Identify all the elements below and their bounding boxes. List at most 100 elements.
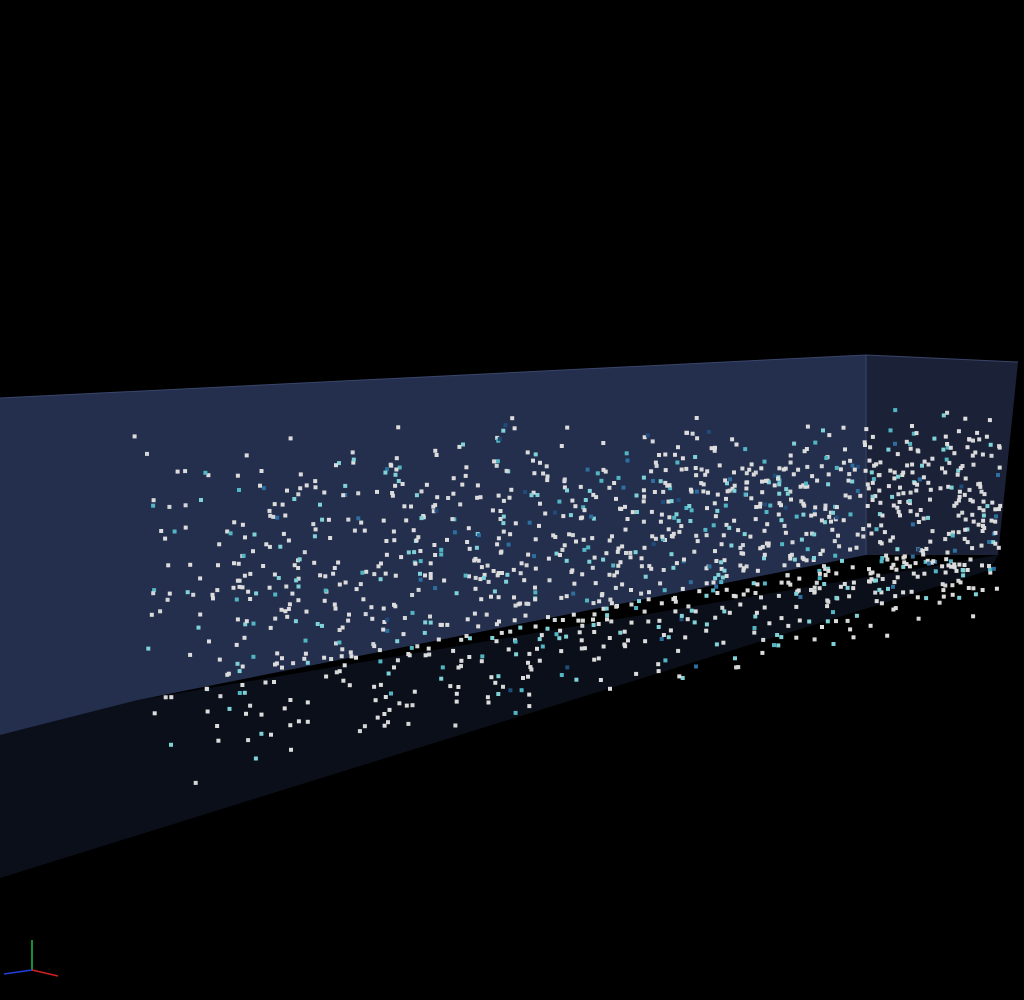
particle [804, 531, 809, 536]
particle [385, 467, 389, 472]
particle [711, 580, 716, 585]
particle [397, 465, 402, 470]
particle [713, 576, 718, 581]
particle [346, 618, 351, 623]
particle [601, 557, 606, 562]
particle [359, 520, 364, 525]
particle [736, 665, 741, 670]
particle [591, 617, 595, 622]
particle [384, 552, 389, 557]
particle [788, 554, 793, 558]
particle [259, 731, 264, 736]
particle [739, 551, 744, 556]
particle [570, 498, 575, 503]
particle [717, 463, 722, 468]
particle [802, 503, 807, 508]
particle [788, 453, 793, 458]
particle [254, 591, 259, 596]
particle [198, 576, 203, 581]
particle [320, 623, 324, 628]
particle [604, 551, 609, 556]
particle [167, 504, 172, 509]
particle [303, 651, 308, 656]
particle [989, 453, 994, 458]
particle [537, 523, 541, 528]
particle [318, 573, 323, 578]
particle [625, 458, 630, 463]
particle [521, 676, 525, 680]
particle [473, 575, 478, 580]
particle [879, 601, 884, 606]
particle [945, 445, 950, 450]
particle [711, 523, 716, 528]
particle [667, 483, 672, 488]
particle [533, 566, 538, 571]
particle [788, 489, 793, 494]
particle [656, 625, 661, 629]
particle [716, 572, 721, 577]
particle [896, 492, 901, 497]
particle [393, 483, 398, 488]
particle [706, 490, 710, 495]
particle [987, 540, 992, 544]
particle [783, 505, 788, 510]
particle [658, 479, 663, 484]
particle [402, 504, 407, 509]
particle [766, 480, 771, 485]
particle [414, 493, 419, 498]
particle [259, 712, 264, 717]
particle [410, 593, 415, 597]
particle [952, 565, 957, 570]
particle [834, 465, 839, 470]
particle [580, 572, 585, 577]
particle [459, 637, 464, 642]
particle [446, 496, 451, 500]
particle [216, 563, 220, 568]
particle [412, 689, 417, 694]
particle [812, 509, 817, 514]
particle [506, 647, 511, 652]
particle [591, 492, 596, 497]
particle [442, 578, 447, 583]
particle [957, 494, 962, 499]
particle [532, 554, 536, 559]
particle [715, 508, 720, 513]
particle [647, 590, 651, 595]
particle [518, 625, 523, 630]
particle [704, 593, 709, 598]
particle [352, 528, 357, 533]
particle [669, 534, 674, 538]
particle [932, 436, 937, 441]
particle [240, 585, 245, 590]
particle [273, 592, 278, 597]
particle [356, 516, 361, 521]
orientation-axes-gizmo [3, 940, 59, 977]
particle [966, 586, 971, 590]
particle [244, 453, 249, 458]
particle [982, 492, 987, 497]
particle [484, 612, 489, 617]
particle [917, 477, 922, 482]
particle [513, 639, 518, 644]
particle [662, 588, 667, 593]
particle [650, 534, 655, 539]
particle [604, 606, 609, 611]
particle [738, 545, 743, 550]
particle [533, 452, 538, 457]
particle [801, 557, 806, 562]
particle [943, 570, 948, 575]
particle [683, 635, 688, 640]
particle [501, 529, 506, 534]
particle [460, 482, 465, 487]
particle [822, 564, 826, 569]
particle [694, 533, 699, 538]
particle [641, 519, 646, 524]
particle [728, 477, 732, 482]
particle [724, 587, 729, 592]
particle [799, 499, 804, 504]
particle [943, 470, 948, 475]
particle [825, 604, 830, 609]
particle [373, 698, 378, 703]
